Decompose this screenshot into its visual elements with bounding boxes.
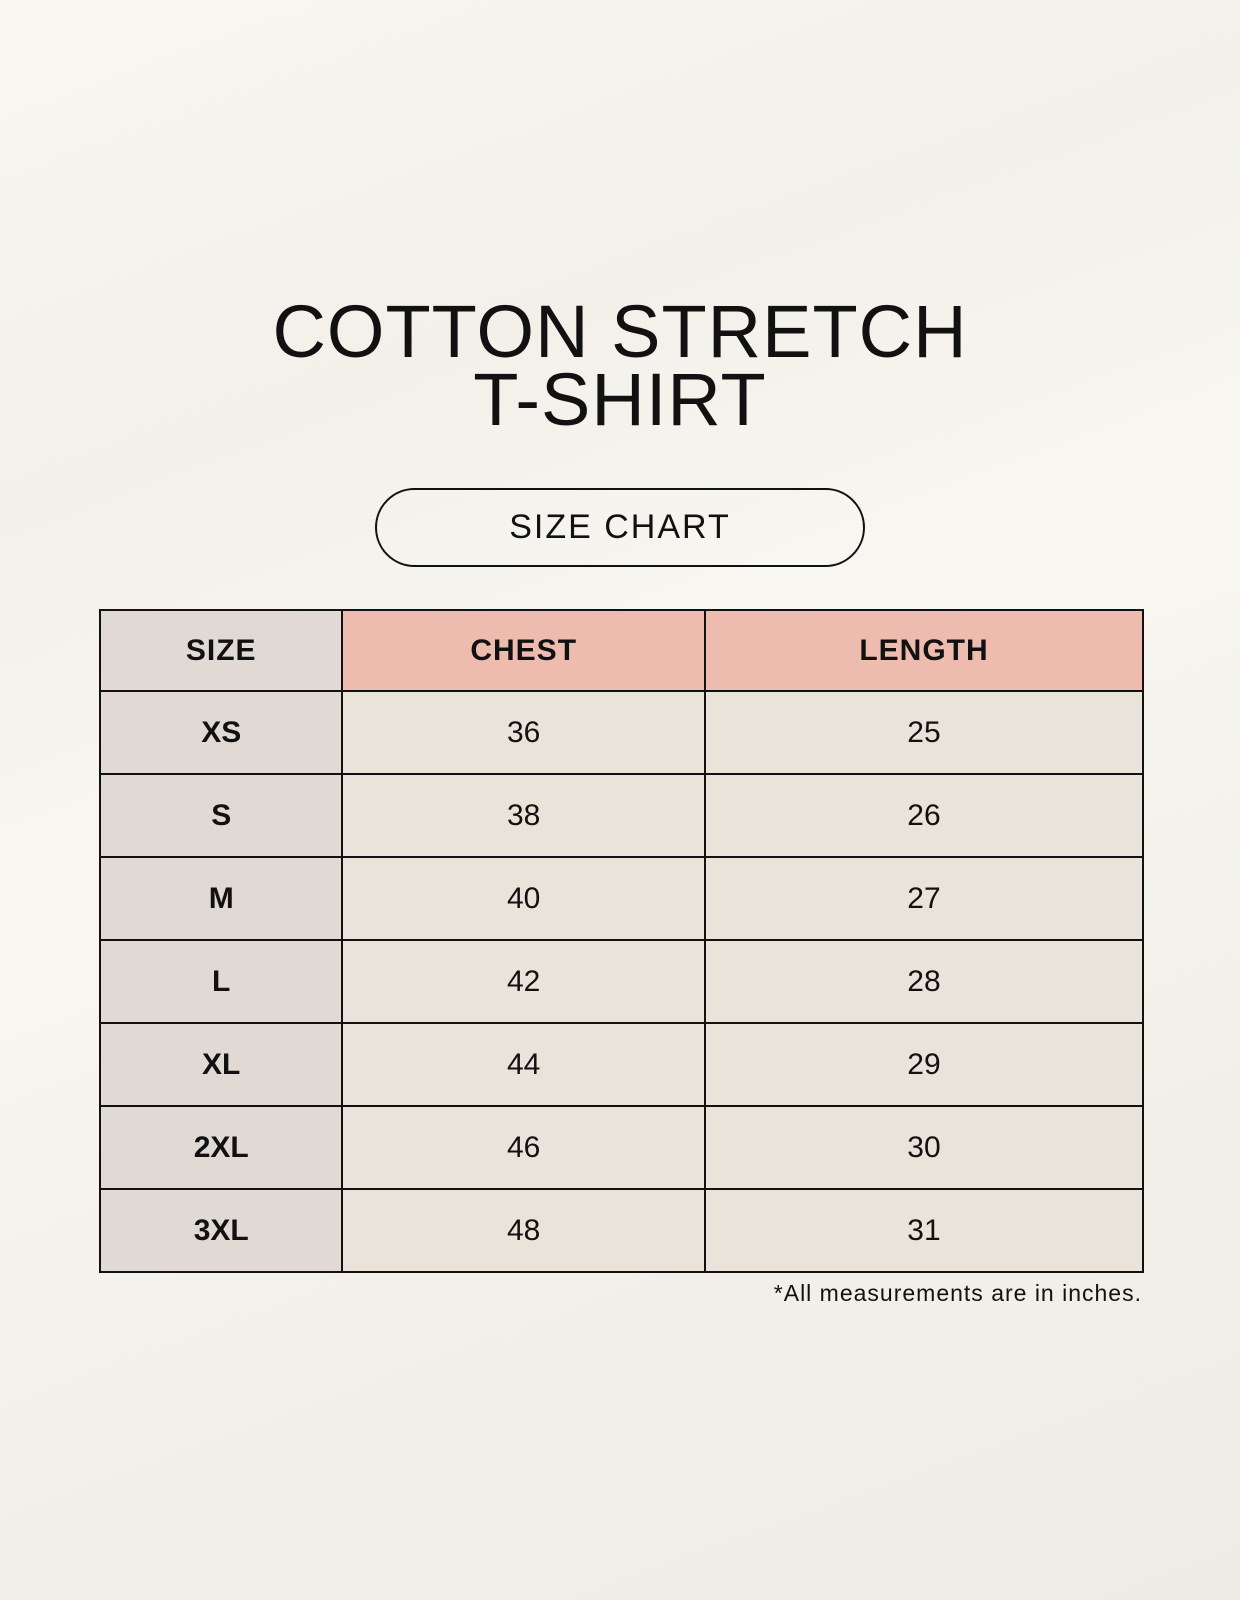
title-line-2: T-SHIRT [473,358,767,441]
cell-size: S [98,773,344,858]
table-row: 3XL 48 31 [98,1188,1145,1273]
page-title: COTTON STRETCH T-SHIRT [0,290,1240,441]
cell-chest: 40 [341,856,706,941]
footnote: *All measurements are in inches. [773,1280,1142,1306]
cell-size: 3XL [98,1188,344,1273]
cell-chest: 46 [341,1105,706,1190]
header-chest: CHEST [341,609,706,692]
cell-length: 30 [703,1105,1145,1190]
cell-length: 26 [703,773,1145,858]
cell-chest: 42 [341,939,706,1024]
table-row: 2XL 46 30 [98,1105,1145,1190]
size-table: SIZE CHEST LENGTH XS 36 25 S 38 26 M 40 27 L 42 28 X… [98,609,1145,1273]
cell-size: XL [98,1022,344,1107]
cell-length: 31 [703,1188,1145,1273]
title-line-1: COTTON STRETCH [272,290,968,373]
header-size: SIZE [98,609,344,692]
cell-chest: 48 [341,1188,706,1273]
cell-chest: 44 [341,1022,706,1107]
cell-size: M [98,856,344,941]
cell-length: 28 [703,939,1145,1024]
cell-length: 29 [703,1022,1145,1107]
cell-length: 27 [703,856,1145,941]
cell-chest: 38 [341,773,706,858]
table-row: L 42 28 [98,939,1145,1024]
table-row: XL 44 29 [98,1022,1145,1107]
table-row: S 38 26 [98,773,1145,858]
table-header-row: SIZE CHEST LENGTH [98,609,1145,692]
cell-size: 2XL [98,1105,344,1190]
cell-size: XS [98,690,344,775]
table-row: M 40 27 [98,856,1145,941]
header-length: LENGTH [703,609,1145,692]
cell-length: 25 [703,690,1145,775]
cell-size: L [98,939,344,1024]
cell-chest: 36 [341,690,706,775]
size-chart-label: SIZE CHART [375,488,865,567]
table-row: XS 36 25 [98,690,1145,775]
